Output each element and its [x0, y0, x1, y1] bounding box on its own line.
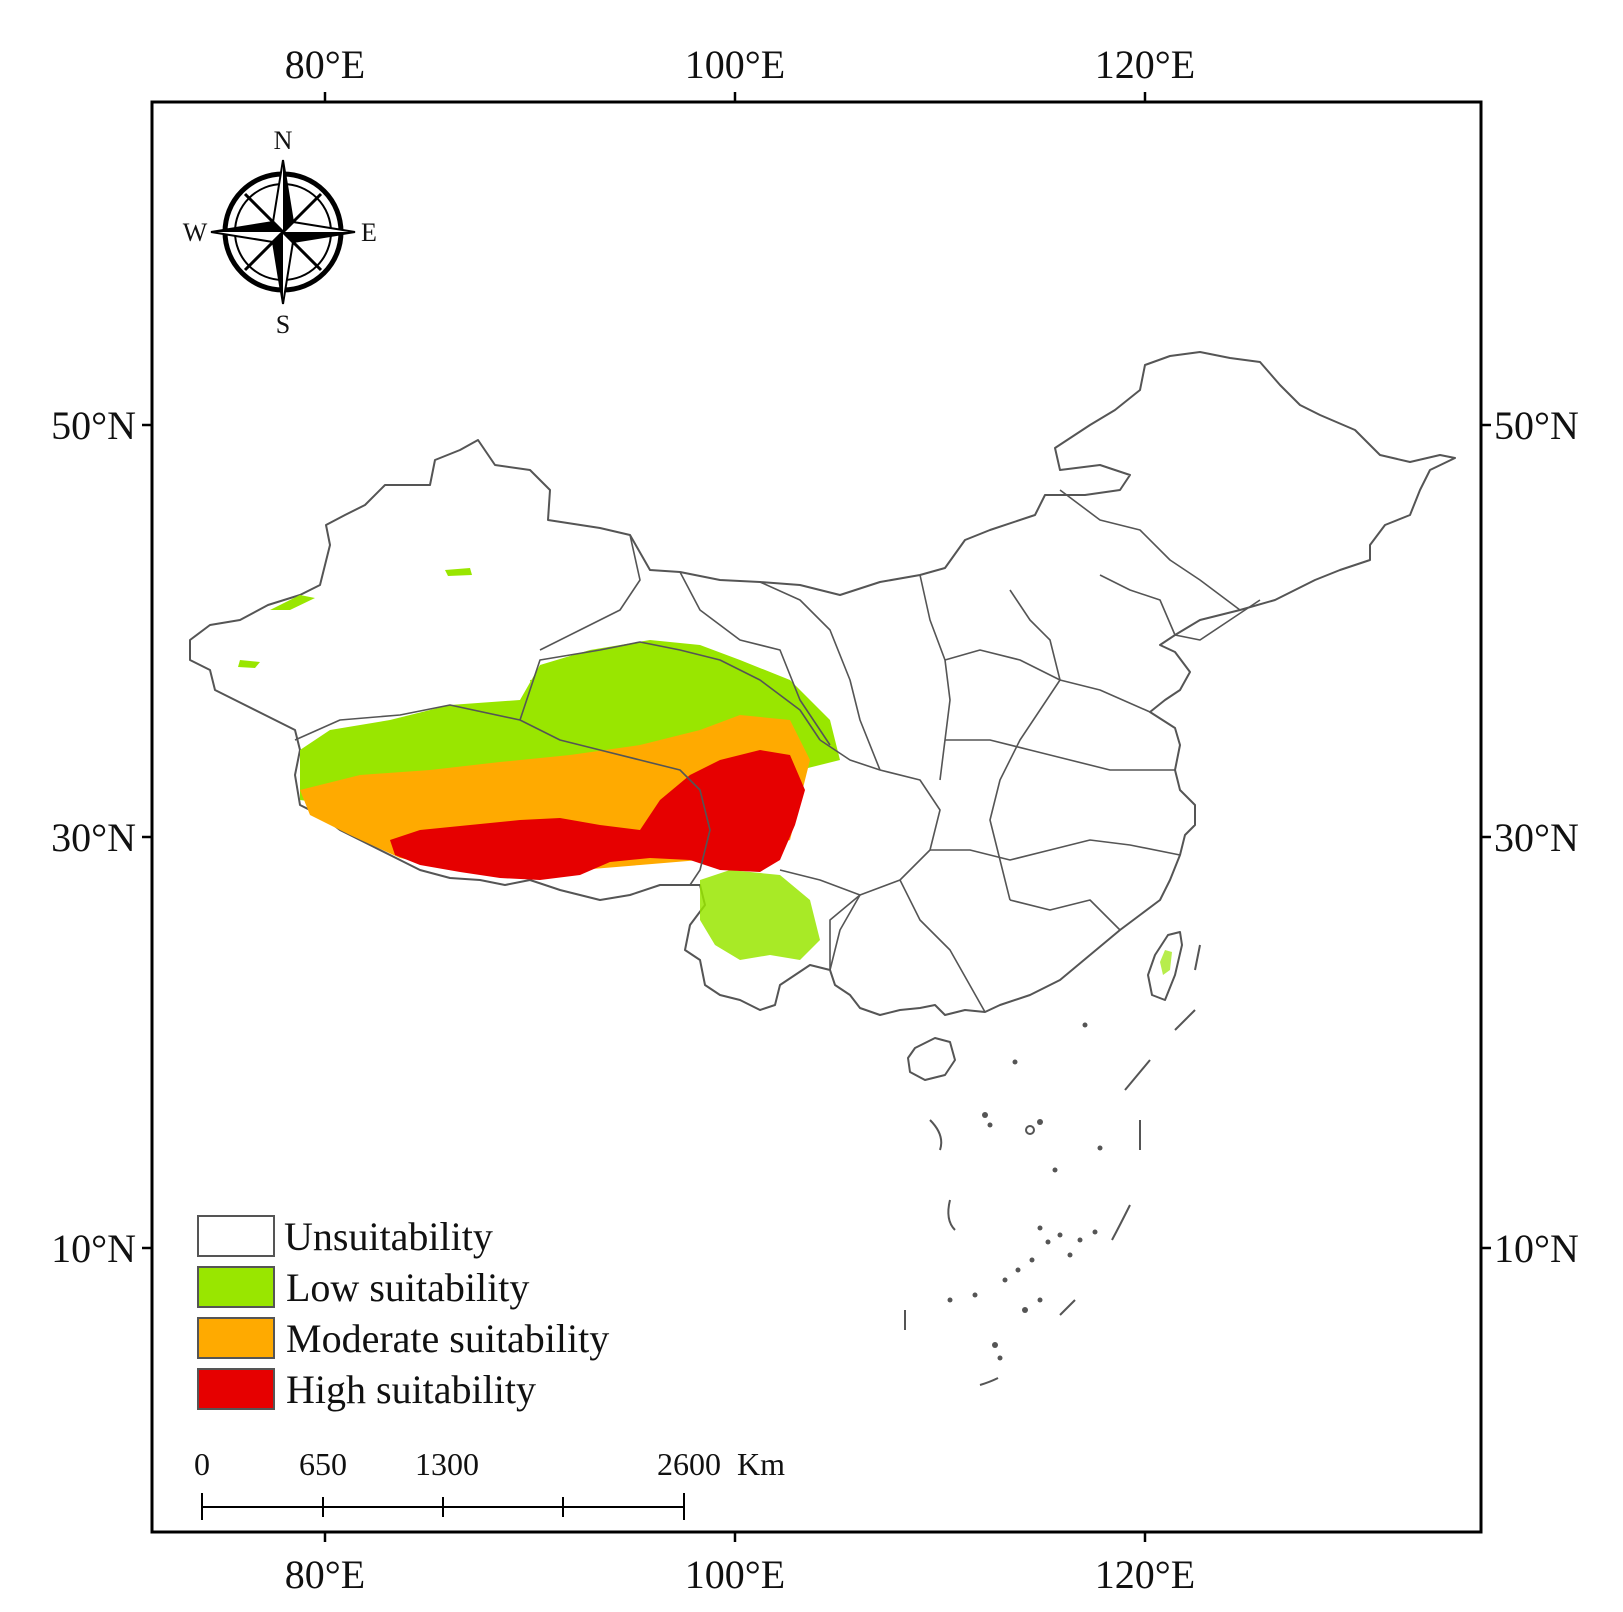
compass-west-label: W: [183, 218, 208, 247]
scale-label-650: 650: [299, 1446, 347, 1482]
compass-north-label: N: [274, 126, 293, 155]
legend-swatch-low: [197, 1266, 275, 1308]
left-lat-label-10: 10°N: [51, 1226, 136, 1271]
left-lat-label-30: 30°N: [51, 815, 136, 860]
legend-swatch-moderate: [197, 1317, 275, 1359]
scale-label-2600: 2600: [657, 1446, 721, 1482]
top-lon-label-100: 100°E: [685, 42, 785, 87]
top-lon-label-120: 120°E: [1095, 42, 1195, 87]
south-china-sea-islands: [904, 944, 1201, 1386]
right-axis: 50°N 30°N 10°N: [1481, 403, 1579, 1271]
compass-south-label: S: [276, 310, 290, 339]
right-lat-label-30: 30°N: [1494, 815, 1579, 860]
bottom-axis: 80°E 100°E 120°E: [285, 1532, 1195, 1597]
low-suitability-region: [238, 568, 840, 960]
bottom-lon-label-120: 120°E: [1095, 1552, 1195, 1597]
bottom-lon-label-100: 100°E: [685, 1552, 785, 1597]
left-lat-label-50: 50°N: [51, 403, 136, 448]
legend-label-high: High suitability: [286, 1367, 536, 1412]
hainan-island: [907, 1037, 956, 1081]
scale-label-0: 0: [194, 1446, 210, 1482]
scale-bar: 0 650 1300 2600 Km: [194, 1446, 785, 1520]
legend-label-moderate: Moderate suitability: [286, 1316, 609, 1361]
compass-east-label: E: [361, 218, 377, 247]
top-axis: 80°E 100°E 120°E: [285, 42, 1195, 102]
compass-rose: N S E W: [183, 126, 377, 339]
legend-label-unsuitability: Unsuitability: [284, 1214, 493, 1259]
taiwan-suitability: [1160, 950, 1172, 975]
legend-label-low: Low suitability: [286, 1265, 529, 1310]
high-suitability-region: [390, 750, 805, 880]
right-lat-label-50: 50°N: [1494, 403, 1579, 448]
scale-unit-label: Km: [737, 1446, 785, 1482]
scale-label-1300: 1300: [415, 1446, 479, 1482]
right-lat-label-10: 10°N: [1494, 1226, 1579, 1271]
legend-swatch-unsuitability: [197, 1215, 275, 1257]
top-lon-label-80: 80°E: [285, 42, 365, 87]
province-boundaries: [294, 489, 1261, 1013]
legend-swatch-high: [197, 1368, 275, 1410]
bottom-lon-label-80: 80°E: [285, 1552, 365, 1597]
left-axis: 50°N 30°N 10°N: [51, 403, 152, 1271]
legend: Unsuitability Low suitability Moderate s…: [197, 1214, 609, 1412]
